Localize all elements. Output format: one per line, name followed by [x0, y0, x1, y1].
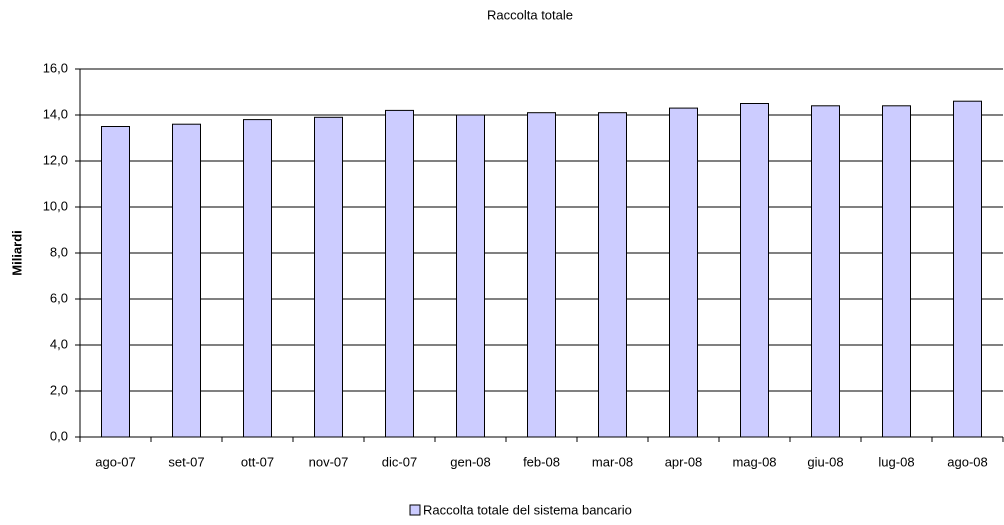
bar [456, 114, 485, 438]
x-tick-label: mag-08 [732, 454, 776, 469]
y-tick-label: 10,0 [43, 198, 68, 213]
x-tick-label: dic-07 [382, 454, 417, 469]
y-tick-label: 2,0 [50, 382, 68, 397]
bar [101, 126, 130, 438]
x-tick-label: ago-07 [95, 454, 135, 469]
x-tick-label: gen-08 [450, 454, 490, 469]
y-tick-label: 16,0 [43, 60, 68, 75]
x-tick-label: giu-08 [807, 454, 843, 469]
y-tick-label: 12,0 [43, 152, 68, 167]
y-tick-label: 14,0 [43, 106, 68, 121]
bar [598, 112, 627, 438]
x-tick-label: ott-07 [241, 454, 274, 469]
legend-swatch [409, 504, 421, 516]
bar [882, 105, 911, 438]
bar [527, 112, 556, 438]
bar [172, 123, 201, 438]
y-tick-label: 0,0 [50, 428, 68, 443]
x-tick-label: nov-07 [309, 454, 349, 469]
bar [385, 109, 414, 438]
y-axis-label: Miliardi [9, 230, 24, 276]
bar [669, 107, 698, 438]
x-tick-label: set-07 [168, 454, 204, 469]
bar [314, 116, 343, 438]
chart-title: Raccolta totale [487, 7, 573, 22]
y-tick-label: 8,0 [50, 244, 68, 259]
bar [811, 105, 840, 438]
legend-label: Raccolta totale del sistema bancario [423, 502, 632, 517]
y-tick-label: 4,0 [50, 336, 68, 351]
x-tick-label: ago-08 [947, 454, 987, 469]
y-tick-label: 6,0 [50, 290, 68, 305]
bar [740, 103, 769, 438]
x-tick-label: mar-08 [592, 454, 633, 469]
x-tick-label: apr-08 [665, 454, 703, 469]
bar [953, 100, 982, 438]
x-tick-label: feb-08 [523, 454, 560, 469]
bar [243, 119, 272, 438]
x-tick-label: lug-08 [878, 454, 914, 469]
